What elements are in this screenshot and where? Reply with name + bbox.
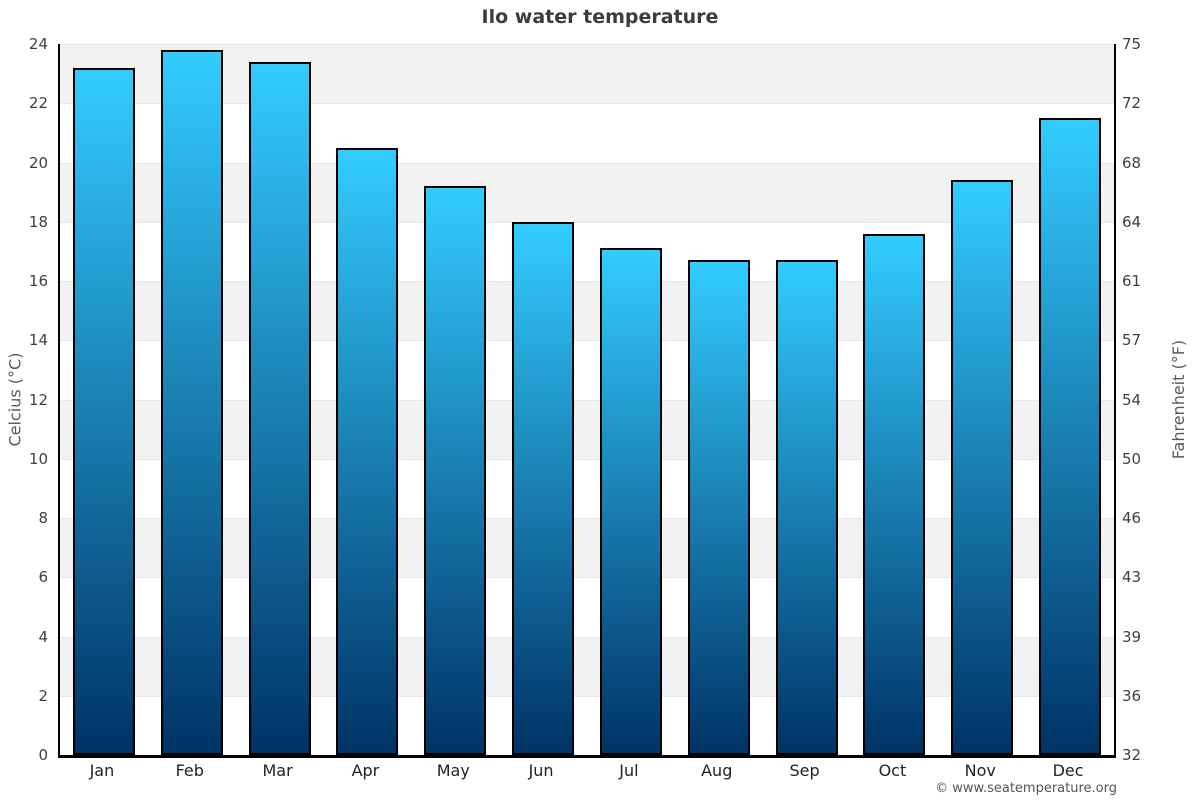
bar-may — [424, 186, 487, 755]
bar-sep — [775, 260, 838, 755]
copyright-text: © www.seatemperature.org — [935, 781, 1117, 796]
x-tick-mar: Mar — [262, 761, 293, 780]
bar-mar — [248, 61, 311, 755]
y-tick-celsius-20: 20 — [28, 153, 48, 172]
y-tick-celsius-10: 10 — [28, 449, 48, 468]
bar-feb — [160, 49, 223, 755]
plot-band — [60, 636, 1114, 696]
y-tick-celsius-18: 18 — [28, 212, 48, 231]
plot-band — [60, 103, 1114, 163]
y-tick-celsius-12: 12 — [28, 390, 48, 409]
x-tick-jun: Jun — [528, 761, 554, 780]
y-tick-celsius-14: 14 — [28, 331, 48, 350]
y-tick-fahrenheit-61: 61 — [1122, 272, 1142, 290]
x-tick-apr: Apr — [351, 761, 380, 780]
plot-band — [60, 399, 1114, 459]
y-tick-celsius-22: 22 — [28, 94, 48, 113]
plot-band — [60, 44, 1114, 104]
x-tick-aug: Aug — [701, 761, 733, 780]
plot-band — [60, 162, 1114, 222]
bar-oct — [863, 233, 926, 755]
x-tick-feb: Feb — [175, 761, 204, 780]
x-tick-jan: Jan — [89, 761, 115, 780]
y-tick-fahrenheit-68: 68 — [1122, 153, 1142, 172]
y-tick-fahrenheit-43: 43 — [1122, 568, 1142, 587]
x-tick-oct: Oct — [878, 761, 907, 780]
y-tick-celsius-16: 16 — [28, 272, 48, 290]
bar-jul — [599, 248, 662, 755]
y-tick-celsius-2: 2 — [38, 686, 48, 705]
plot-band — [60, 281, 1114, 341]
y-tick-fahrenheit-50: 50 — [1122, 449, 1142, 468]
plot-area — [58, 44, 1116, 758]
x-tick-dec: Dec — [1052, 761, 1084, 780]
plot-band — [60, 518, 1114, 578]
y-tick-fahrenheit-39: 39 — [1122, 627, 1142, 646]
y-tick-fahrenheit-75: 75 — [1122, 35, 1142, 53]
y-tick-fahrenheit-57: 57 — [1122, 331, 1142, 350]
y-tick-fahrenheit-64: 64 — [1122, 212, 1142, 231]
y-tick-celsius-24: 24 — [28, 35, 48, 53]
plot-band — [60, 458, 1114, 518]
y-tick-celsius-4: 4 — [38, 627, 48, 646]
x-tick-nov: Nov — [964, 761, 996, 780]
y-tick-celsius-6: 6 — [38, 568, 48, 587]
y-tick-fahrenheit-32: 32 — [1122, 746, 1142, 764]
bar-aug — [687, 260, 750, 755]
x-tick-jul: Jul — [619, 761, 639, 780]
y-tick-fahrenheit-46: 46 — [1122, 509, 1142, 527]
y-tick-fahrenheit-72: 72 — [1122, 94, 1142, 113]
x-tick-sep: Sep — [789, 761, 820, 780]
plot-band — [60, 577, 1114, 637]
bar-jan — [72, 67, 135, 755]
bar-apr — [336, 147, 399, 755]
bar-nov — [951, 180, 1014, 755]
y-tick-fahrenheit-54: 54 — [1122, 390, 1142, 409]
y-tick-celsius-8: 8 — [38, 509, 48, 527]
chart-title: Ilo water temperature — [481, 6, 719, 28]
y-tick-celsius-0: 0 — [38, 746, 48, 764]
y-tick-fahrenheit-36: 36 — [1122, 686, 1142, 705]
plot-band — [60, 695, 1114, 755]
bar-jun — [512, 221, 575, 755]
plot-band — [60, 340, 1114, 400]
bar-dec — [1039, 118, 1102, 755]
plot-band — [60, 221, 1114, 281]
x-tick-may: May — [436, 761, 470, 780]
